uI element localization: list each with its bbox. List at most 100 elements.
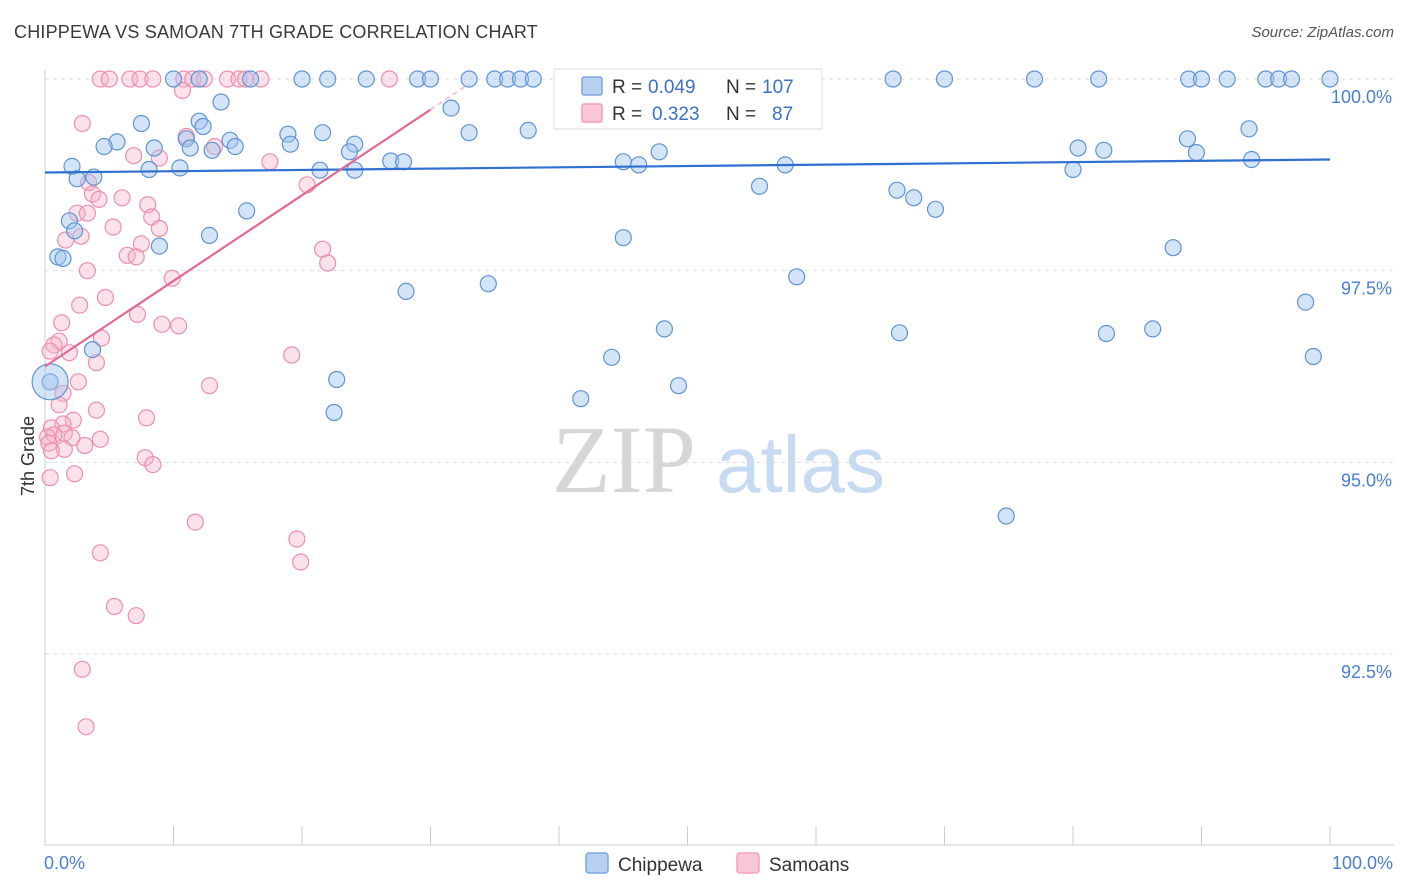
chippewa-point xyxy=(1321,70,1339,88)
chippewa-point xyxy=(926,200,945,218)
chippewa-point xyxy=(226,137,244,156)
chippewa-point xyxy=(655,320,674,338)
chippewa-point xyxy=(997,507,1015,525)
samoans-point xyxy=(132,235,150,253)
y-tick-label: 95.0% xyxy=(1341,470,1392,490)
chippewa-point xyxy=(238,202,256,220)
chippewa-n-label: N = xyxy=(726,77,756,98)
samoans-point xyxy=(150,149,168,167)
samoans-point xyxy=(380,70,398,88)
samoans-point xyxy=(73,660,91,678)
samoans-point xyxy=(65,465,84,483)
samoans-point xyxy=(64,411,82,429)
samoans-point xyxy=(69,373,88,391)
chippewa-point xyxy=(884,70,902,88)
chippewa-point xyxy=(95,137,113,156)
samoans-point xyxy=(144,456,162,474)
chippewa-point xyxy=(524,70,542,88)
chart-title: CHIPPEWA VS SAMOAN 7TH GRADE CORRELATION… xyxy=(14,22,538,42)
chippewa-point xyxy=(614,229,632,247)
chippewa-point xyxy=(1192,70,1211,88)
chippewa-point xyxy=(68,170,86,188)
chippewa-point xyxy=(890,324,909,342)
watermark-zip: ZIP xyxy=(552,406,696,513)
chippewa-point xyxy=(1269,70,1288,88)
chippewa-point xyxy=(1095,141,1113,159)
samoans-point xyxy=(91,70,109,88)
chippewa-point xyxy=(397,282,415,300)
samoans-point xyxy=(319,254,337,272)
y-tick-label: 97.5% xyxy=(1341,279,1392,299)
samoans-point xyxy=(127,607,145,625)
samoans-point xyxy=(53,314,71,332)
chippewa-point xyxy=(181,139,199,157)
chippewa-point xyxy=(421,70,440,88)
chippewa-trend-line xyxy=(44,158,1331,174)
chippewa-point xyxy=(650,143,668,161)
chippewa-point xyxy=(145,139,163,157)
x-tick-label: 100.0% xyxy=(1332,853,1393,873)
samoans-point xyxy=(128,305,147,323)
chippewa-point xyxy=(460,124,478,142)
samoans-point xyxy=(105,597,124,616)
chippewa-point xyxy=(479,275,497,293)
samoans-point xyxy=(127,248,145,266)
chippewa-point xyxy=(442,99,460,117)
chippewa-point xyxy=(1296,293,1315,311)
chippewa-point xyxy=(140,160,158,179)
samoans-r-value: 0.323 xyxy=(652,104,700,125)
chippewa-point-large xyxy=(31,363,69,401)
samoans-point xyxy=(283,346,301,364)
chippewa-point xyxy=(1090,70,1108,88)
chippewa-point xyxy=(279,125,297,143)
chippewa-point xyxy=(511,70,530,88)
chippewa-bottom-swatch xyxy=(585,852,609,874)
chippewa-point xyxy=(319,70,337,88)
chippewa-point xyxy=(603,348,621,366)
trend-lines xyxy=(44,83,1331,368)
samoans-point xyxy=(91,430,109,448)
chippewa-point xyxy=(1069,139,1087,157)
samoans-point xyxy=(41,342,59,360)
samoans-point xyxy=(261,153,279,171)
chippewa-point xyxy=(65,222,84,240)
chippewa-point xyxy=(1178,130,1197,148)
chippewa-point xyxy=(750,177,769,195)
chippewa-point xyxy=(1180,70,1198,88)
samoans-point xyxy=(73,114,91,133)
samoans-point xyxy=(131,70,149,88)
chippewa-point xyxy=(1025,70,1044,88)
chippewa-point xyxy=(788,268,806,286)
chippewa-point xyxy=(669,377,688,395)
chippewa-point xyxy=(242,70,260,88)
chippewa-point xyxy=(328,370,346,389)
chippewa-point xyxy=(486,70,504,88)
samoans-point xyxy=(87,401,106,419)
chippewa-point xyxy=(132,114,150,133)
x-tick-label: 0.0% xyxy=(44,853,85,873)
samoans-series xyxy=(38,70,398,736)
samoans-legend-label: Samoans xyxy=(769,855,849,876)
samoans-point xyxy=(71,296,89,314)
chippewa-point xyxy=(108,133,126,151)
y-tick-label: 92.5% xyxy=(1341,662,1392,682)
samoans-point xyxy=(150,219,168,238)
samoans-point xyxy=(76,436,94,455)
chippewa-point xyxy=(212,93,230,111)
chippewa-point xyxy=(83,341,102,359)
samoans-point xyxy=(104,218,122,236)
chippewa-point xyxy=(164,70,183,88)
samoans-n-value: 87 xyxy=(772,104,793,125)
samoans-point xyxy=(42,442,61,460)
chippewa-point xyxy=(1282,70,1301,88)
samoans-trend-line xyxy=(44,108,432,368)
samoans-point xyxy=(292,553,310,571)
samoans-point xyxy=(87,354,106,372)
chippewa-point xyxy=(1164,239,1182,257)
samoans-point xyxy=(55,440,73,458)
samoans-point xyxy=(163,269,181,287)
chippewa-point xyxy=(1218,70,1236,88)
chippewa-point xyxy=(905,189,923,207)
chippewa-point xyxy=(1257,70,1275,88)
